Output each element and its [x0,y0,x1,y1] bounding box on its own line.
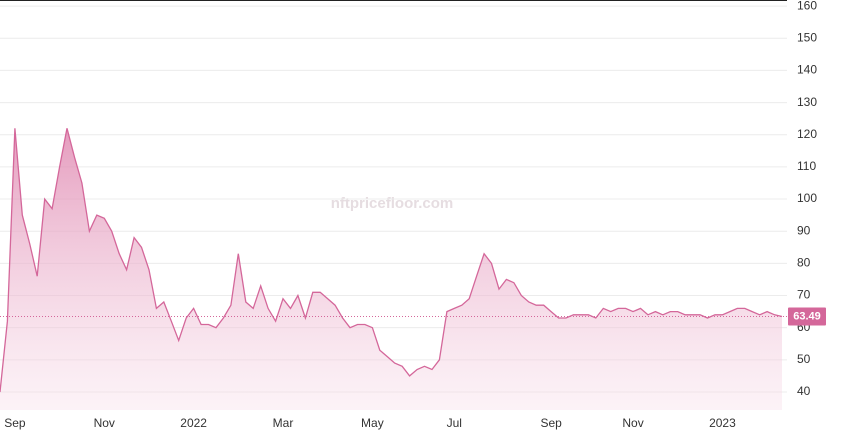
x-tick-label: Jul [447,416,462,430]
x-tick-label: 2022 [180,416,207,430]
x-tick-label: May [361,416,384,430]
x-tick-label: Nov [94,416,115,430]
y-tick-label: 120 [797,127,817,141]
y-tick-label: 90 [797,223,811,237]
y-tick-label: 140 [797,63,817,77]
y-tick-label: 130 [797,95,817,109]
x-tick-label: 2023 [709,416,736,430]
watermark: nftpricefloor.com [331,195,454,212]
y-tick-label: 150 [797,30,817,44]
y-tick-label: 40 [797,384,811,398]
y-tick-label: 50 [797,352,811,366]
last-price-box [788,307,826,326]
price-line [0,128,783,393]
x-tick-label: Sep [540,416,562,430]
y-tick-label: 160 [797,0,817,12]
x-tick-label: Mar [273,416,294,430]
x-tick-label: Sep [4,416,26,430]
area-fill [0,128,782,411]
x-tick-label: Nov [622,416,643,430]
y-tick-label: 100 [797,191,817,205]
y-tick-label: 70 [797,288,811,302]
y-tick-label: 110 [797,159,816,173]
y-tick-label: 80 [797,256,811,270]
last-price-label: 63.49 [793,310,821,322]
